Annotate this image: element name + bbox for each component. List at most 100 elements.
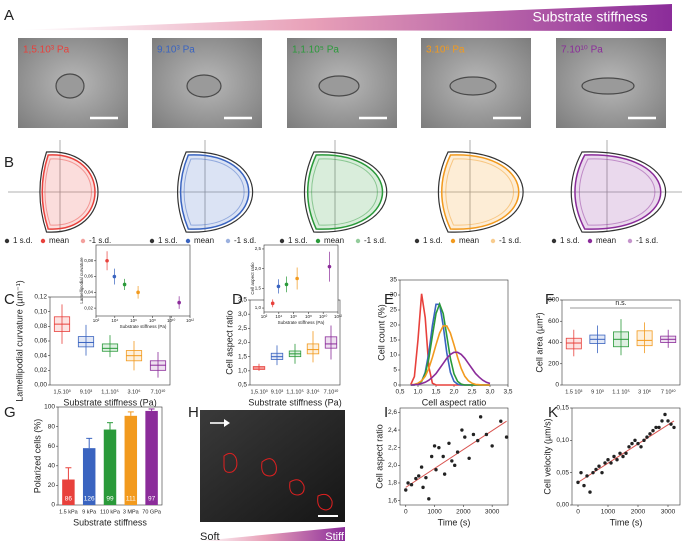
legend-dot bbox=[225, 238, 231, 244]
point bbox=[609, 461, 613, 465]
mean-point bbox=[270, 301, 275, 306]
point bbox=[597, 464, 601, 468]
shape-minus-sd bbox=[579, 158, 656, 226]
legend-label: 1 s.d. bbox=[158, 236, 178, 245]
point bbox=[594, 467, 598, 472]
bar bbox=[145, 410, 158, 505]
x-tick-label: 3 MPa bbox=[123, 509, 140, 515]
x-tick-label: 3,0 bbox=[485, 389, 494, 396]
x-tick-label: 9.10³ bbox=[271, 389, 284, 395]
fit-curve bbox=[410, 325, 490, 386]
y-tick-label: 0,04 bbox=[34, 352, 47, 359]
legend-dot bbox=[185, 238, 191, 244]
cell-outline bbox=[289, 479, 305, 496]
x-tick-label: 1,5.10³ bbox=[53, 389, 70, 395]
legend-label: 1 s.d. bbox=[423, 236, 443, 245]
y-tick-label: 2,0 bbox=[255, 266, 262, 271]
y-tick-label: 2,4 bbox=[388, 427, 397, 434]
legend-dot bbox=[587, 238, 593, 244]
cell bbox=[581, 77, 635, 95]
n-label: 99 bbox=[106, 496, 114, 503]
shape-mean bbox=[41, 154, 96, 230]
point bbox=[447, 441, 451, 445]
shape-mean bbox=[179, 154, 250, 230]
micrograph-label: 1,1.10⁵ Pa bbox=[292, 45, 339, 56]
y-tick-label: 100 bbox=[44, 404, 55, 411]
plot-frame bbox=[571, 407, 681, 506]
x-tick-label: 10² bbox=[93, 318, 100, 323]
point bbox=[414, 476, 418, 481]
x-tick-label: 1,1.10⁵ bbox=[286, 388, 304, 395]
legend-dot bbox=[450, 238, 456, 244]
point bbox=[460, 428, 464, 432]
micrograph-label: 9.10³ Pa bbox=[157, 45, 195, 56]
point bbox=[588, 490, 592, 494]
shape-plus-sd bbox=[303, 151, 388, 233]
point bbox=[600, 470, 604, 475]
legend-label: mean bbox=[324, 236, 344, 245]
mean-point bbox=[105, 258, 109, 263]
y-axis-label: Cell aspect ratio bbox=[374, 424, 384, 489]
x-axis-label: Substrate stiffness (Pa) bbox=[248, 397, 341, 407]
point bbox=[471, 432, 476, 437]
stiffness-gradient bbox=[20, 4, 672, 31]
shape-minus-sd bbox=[311, 158, 378, 226]
point bbox=[406, 481, 410, 485]
legend-dot bbox=[490, 238, 496, 244]
y-axis-label: Lamellipodial curvature (µm⁻¹) bbox=[14, 280, 24, 401]
y-tick-label: 10 bbox=[390, 352, 398, 359]
point bbox=[434, 468, 438, 472]
point bbox=[478, 415, 483, 419]
point bbox=[651, 428, 655, 433]
y-tick-label: 0,02 bbox=[34, 367, 47, 374]
y-tick-label: 0,15 bbox=[556, 405, 569, 412]
y-tick-label: 2,5 bbox=[255, 246, 262, 251]
x-tick-label: 2000 bbox=[631, 509, 646, 516]
point bbox=[582, 483, 586, 488]
x-tick-label: 10⁸ bbox=[149, 318, 156, 323]
y-tick-label: 2,2 bbox=[388, 444, 397, 451]
x-tick-label: 1000 bbox=[601, 509, 616, 516]
y-tick-label: 20 bbox=[390, 322, 398, 329]
y-tick-label: 1,8 bbox=[388, 480, 397, 487]
box bbox=[636, 330, 653, 347]
legend-label: -1 s.d. bbox=[636, 236, 658, 245]
x-tick-label: 70 GPa bbox=[142, 509, 162, 515]
mean-point bbox=[112, 274, 117, 279]
y-tick-label: 0,10 bbox=[34, 308, 47, 315]
y-tick-label: 0,00 bbox=[556, 502, 569, 509]
legend-label: mean bbox=[596, 236, 616, 245]
point bbox=[450, 459, 454, 463]
y-tick-label: 15 bbox=[390, 337, 398, 344]
y-axis-label: Lamellipodial curvature bbox=[79, 257, 84, 304]
point bbox=[432, 444, 437, 448]
cell bbox=[55, 73, 85, 99]
legend-label: mean bbox=[49, 236, 69, 245]
plot-frame bbox=[95, 244, 191, 317]
bar bbox=[103, 429, 117, 505]
x-axis-label: Time (s) bbox=[610, 517, 643, 527]
y-tick-label: 25 bbox=[390, 307, 398, 314]
y-tick-label: 1,5 bbox=[238, 353, 247, 360]
x-tick-label: 0 bbox=[576, 509, 580, 516]
legend-dot bbox=[414, 238, 420, 244]
x-axis-label: Substrate stiffness (Pa) bbox=[63, 397, 156, 407]
legend-label: -1 s.d. bbox=[364, 236, 386, 245]
y-tick-label: 2,0 bbox=[238, 339, 247, 346]
point bbox=[579, 470, 583, 475]
x-tick-label: 10¹² bbox=[186, 318, 195, 323]
legend-label: 1 s.d. bbox=[13, 236, 33, 245]
x-tick-label: 3.10⁶ bbox=[128, 388, 141, 395]
panel-letter: H bbox=[188, 404, 199, 421]
shape-plus-sd bbox=[177, 151, 253, 233]
x-tick-label: 7.10¹⁰ bbox=[324, 388, 340, 395]
point bbox=[666, 419, 670, 423]
x-axis-label: Substrate stiffness (Pa) bbox=[278, 320, 325, 325]
migration-image bbox=[200, 410, 345, 522]
x-tick-label: 1000 bbox=[427, 509, 442, 516]
shape-minus-sd bbox=[183, 158, 245, 226]
plot-frame bbox=[263, 244, 339, 313]
x-tick-label: 3000 bbox=[661, 509, 676, 516]
point bbox=[654, 425, 658, 430]
panel-letter: E bbox=[384, 291, 394, 308]
